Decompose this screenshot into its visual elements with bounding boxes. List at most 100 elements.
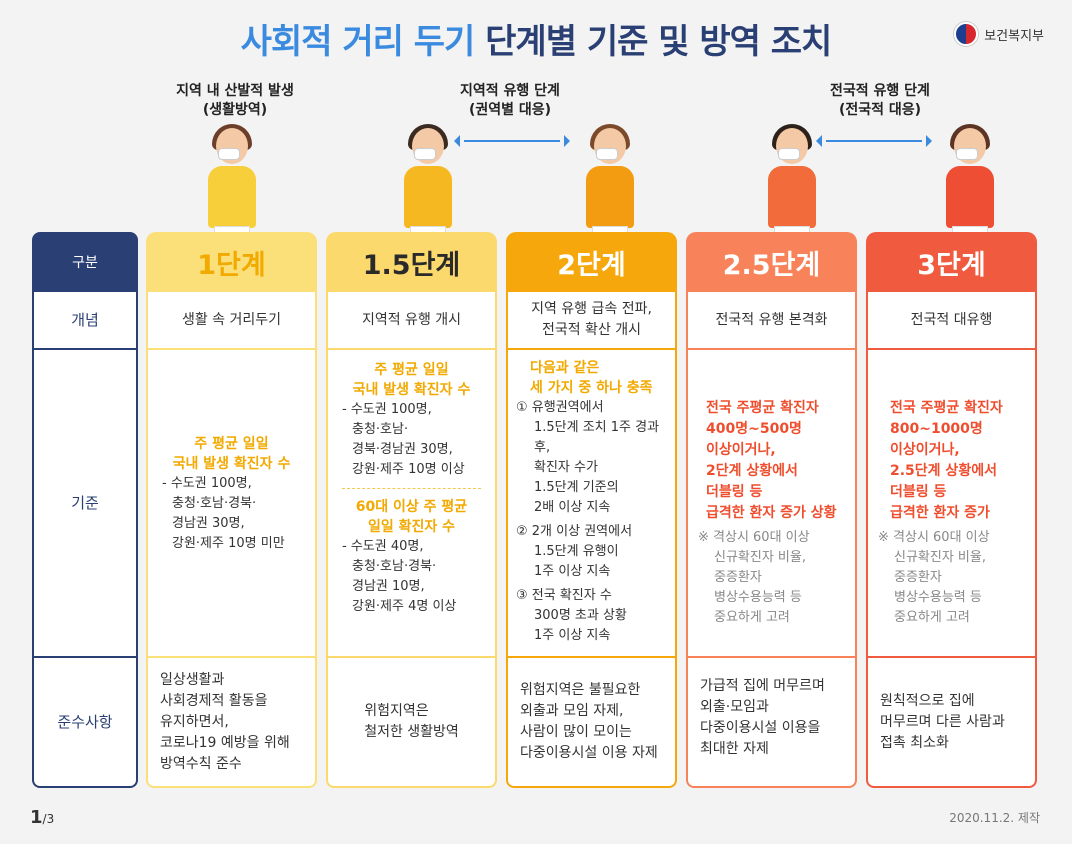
level-2-criteria-item-3: ③ 전국 확진자 수 300명 초과 상황 1주 이상 지속 bbox=[516, 586, 669, 646]
level-2-concept-line: 지역 유행 급속 전파, bbox=[531, 301, 652, 317]
level-2-item-line: 2배 이상 지속 bbox=[534, 500, 611, 515]
stage-label-national: 전국적 유행 단계 (전국적 대응) bbox=[790, 82, 970, 120]
level-3-rules: 원칙적으로 집에 머무르며 다른 사람과 접촉 최소화 bbox=[866, 658, 1037, 788]
level-2-5-note-line: ※ 격상시 60대 이상 bbox=[698, 530, 810, 545]
level-3-criteria: 전국 주평균 확진자 800~1000명 이상이거나, 2.5단계 상황에서 더… bbox=[866, 350, 1037, 658]
level-1-criteria-title: 주 평균 일일 국내 발생 확진자 수 bbox=[162, 434, 301, 474]
production-date: 2020.11.2. 제작 bbox=[949, 811, 1040, 825]
level-3-concept: 전국적 대유행 bbox=[866, 292, 1037, 350]
level-2-item-line: 1.5단계 유행이 bbox=[534, 544, 619, 559]
level-3-header: 3단계 bbox=[866, 232, 1037, 292]
level-2-5-criteria-line: 400명~500명 bbox=[706, 421, 802, 437]
level-1-criteria-line: 강원·제주 10명 미만 bbox=[172, 536, 285, 551]
page-indicator: 1/3 bbox=[30, 807, 54, 828]
level-3-note-line: 중요하게 고려 bbox=[894, 610, 970, 625]
level-column-1-5: 1.5단계 지역적 유행 개시 주 평균 일일 국내 발생 확진자 수 - 수도… bbox=[326, 232, 497, 788]
level-1-rule-line: 코로나19 예방을 위해 bbox=[160, 734, 290, 751]
level-2-criteria: 다음과 같은 세 가지 중 하나 충족 ① 유행권역에서 1.5단계 조치 1주… bbox=[506, 350, 677, 658]
level-1-criteria-title-line: 국내 발생 확진자 수 bbox=[172, 456, 291, 472]
level-3-rule-line: 접촉 최소화 bbox=[880, 734, 949, 751]
criteria-divider bbox=[342, 488, 481, 489]
level-3-criteria-line: 급격한 환자 증가 bbox=[890, 505, 990, 521]
national-arrow-icon bbox=[816, 135, 932, 147]
level-2-item-line: ② 2개 이상 권역에서 bbox=[516, 524, 633, 539]
level-1-5-criteria-line: 경북·경남권 30명, bbox=[352, 442, 453, 457]
level-3-rule-line: 원칙적으로 집에 bbox=[880, 692, 975, 709]
level-2-criteria-item-1: ① 유행권역에서 1.5단계 조치 1주 경과 후, 확진자 수가 1.5단계 … bbox=[516, 398, 669, 518]
level-2-5-note: ※ 격상시 60대 이상 신규확진자 비율, 중증환자 병상수용능력 등 중요하… bbox=[698, 528, 849, 628]
stage-national-line2: (전국적 대응) bbox=[838, 102, 922, 118]
header-label: 구분 bbox=[32, 232, 138, 292]
level-2-item-line: 1.5단계 조치 1주 경과 후, bbox=[534, 420, 660, 455]
level-2-5-criteria-line: 이상이거나, bbox=[706, 442, 776, 458]
level-1-5-criteria-title-2: 60대 이상 주 평균 일일 확진자 수 bbox=[342, 497, 481, 537]
level-3-criteria-title: 전국 주평균 확진자 800~1000명 이상이거나, 2.5단계 상황에서 더… bbox=[890, 398, 1029, 524]
level-3-criteria-line: 이상이거나, bbox=[890, 442, 960, 458]
level-2-header: 2단계 bbox=[506, 232, 677, 292]
level-2-5-criteria-line: 전국 주평균 확진자 bbox=[706, 400, 819, 416]
regional-arrow-icon bbox=[454, 135, 570, 147]
level-1-5-criteria-line: 강원·제주 10명 이상 bbox=[352, 462, 465, 477]
level-1-5-criteria: 주 평균 일일 국내 발생 확진자 수 - 수도권 100명, 충청·호남· 경… bbox=[326, 350, 497, 658]
ministry-logo: 보건복지부 bbox=[954, 22, 1044, 46]
level-2-item-line: 1주 이상 지속 bbox=[534, 564, 611, 579]
label-column: 구분 개념 기준 준수사항 bbox=[32, 232, 138, 788]
level-2-5-note-line: 신규확진자 비율, bbox=[714, 550, 806, 565]
level-2-5-rule-line: 외출·모임과 bbox=[700, 699, 769, 715]
level-1-rule-line: 사회경제적 활동을 bbox=[160, 692, 268, 709]
level-column-1: 1단계 생활 속 거리두기 주 평균 일일 국내 발생 확진자 수 - 수도권 … bbox=[146, 232, 317, 788]
level-2-5-criteria-line: 더블링 등 bbox=[706, 484, 763, 500]
level-1-criteria: 주 평균 일일 국내 발생 확진자 수 - 수도권 100명, 충청·호남·경북… bbox=[146, 350, 317, 658]
level-2-criteria-item-2: ② 2개 이상 권역에서 1.5단계 유행이 1주 이상 지속 bbox=[516, 522, 669, 582]
level-1-5-criteria-title-line: 주 평균 일일 bbox=[374, 362, 449, 378]
level-1-header: 1단계 bbox=[146, 232, 317, 292]
level-2-5-rule-line: 다중이용시설 이용을 bbox=[700, 720, 821, 736]
level-1-5-criteria-line: - 수도권 100명, bbox=[342, 402, 432, 417]
page-title: 사회적 거리 두기 단계별 기준 및 방역 조치 bbox=[0, 14, 1072, 63]
level-1-criteria-title-line: 주 평균 일일 bbox=[194, 436, 269, 452]
criteria-label: 기준 bbox=[32, 350, 138, 658]
level-1-rules: 일상생활과 사회경제적 활동을 유지하면서, 코로나19 예방을 위해 방역수칙… bbox=[146, 658, 317, 788]
level-2-item-line: ① 유행권역에서 bbox=[516, 400, 604, 415]
level-1-5-criteria-line-2: 경남권 10명, bbox=[352, 579, 425, 594]
level-2-rule-line: 위험지역은 불필요한 bbox=[520, 682, 641, 698]
level-2-criteria-title-line: 세 가지 중 하나 충족 bbox=[530, 380, 653, 396]
level-1-5-criteria-line-2: - 수도권 40명, bbox=[342, 539, 424, 554]
level-3-note-line: 병상수용능력 등 bbox=[894, 590, 982, 605]
level-2-5-note-line: 병상수용능력 등 bbox=[714, 590, 802, 605]
level-2-item-line: 300명 초과 상황 bbox=[534, 608, 627, 623]
level-1-5-rule-line: 위험지역은 bbox=[364, 703, 429, 719]
level-2-5-rule-line: 가급적 집에 머무르며 bbox=[700, 678, 825, 694]
level-1-5-rules: 위험지역은 철저한 생활방역 bbox=[326, 658, 497, 788]
level-1-5-concept: 지역적 유행 개시 bbox=[326, 292, 497, 350]
level-2-item-line: ③ 전국 확진자 수 bbox=[516, 588, 612, 603]
page-total: /3 bbox=[42, 812, 55, 826]
level-1-5-criteria-title2-line: 일일 확진자 수 bbox=[367, 519, 456, 535]
level-3-criteria-line: 더블링 등 bbox=[890, 484, 947, 500]
level-3-rule-line: 머무르며 다른 사람과 bbox=[880, 713, 1005, 730]
level-1-criteria-line: 충청·호남·경북· bbox=[172, 496, 257, 511]
stage-local-line1: 지역 내 산발적 발생 bbox=[176, 83, 294, 99]
level-1-5-criteria-title-line: 국내 발생 확진자 수 bbox=[352, 382, 471, 398]
level-2-rules: 위험지역은 불필요한 외출과 모임 자제, 사람이 많이 모이는 다중이용시설 … bbox=[506, 658, 677, 788]
level-2-5-rules: 가급적 집에 머무르며 외출·모임과 다중이용시설 이용을 최대한 자제 bbox=[686, 658, 857, 788]
level-3-note-line: ※ 격상시 60대 이상 bbox=[878, 530, 990, 545]
level-2-5-criteria: 전국 주평균 확진자 400명~500명 이상이거나, 2단계 상황에서 더블링… bbox=[686, 350, 857, 658]
level-1-5-criteria-title: 주 평균 일일 국내 발생 확진자 수 bbox=[342, 360, 481, 400]
title-part1: 사회적 거리 두기 bbox=[240, 22, 476, 62]
level-2-5-note-line: 중요하게 고려 bbox=[714, 610, 790, 625]
rules-label: 준수사항 bbox=[32, 658, 138, 788]
level-1-criteria-line: - 수도권 100명, bbox=[162, 476, 252, 491]
stage-regional-line1: 지역적 유행 단계 bbox=[460, 83, 560, 99]
level-2-criteria-title: 다음과 같은 세 가지 중 하나 충족 bbox=[516, 358, 669, 398]
level-1-5-criteria-line-2: 강원·제주 4명 이상 bbox=[352, 599, 457, 614]
level-2-rule-line: 다중이용시설 이용 자제 bbox=[520, 745, 658, 761]
level-2-rule-line: 외출과 모임 자제, bbox=[520, 703, 624, 719]
level-column-2: 2단계 지역 유행 급속 전파, 전국적 확산 개시 다음과 같은 세 가지 중… bbox=[506, 232, 677, 788]
level-2-5-criteria-title: 전국 주평균 확진자 400명~500명 이상이거나, 2단계 상황에서 더블링… bbox=[706, 398, 849, 524]
level-3-criteria-line: 2.5단계 상황에서 bbox=[890, 463, 997, 479]
level-2-rule-line: 사람이 많이 모이는 bbox=[520, 724, 632, 740]
level-2-criteria-title-line: 다음과 같은 bbox=[530, 360, 600, 376]
level-2-item-line: 확진자 수가 bbox=[534, 460, 598, 475]
level-1-5-header: 1.5단계 bbox=[326, 232, 497, 292]
